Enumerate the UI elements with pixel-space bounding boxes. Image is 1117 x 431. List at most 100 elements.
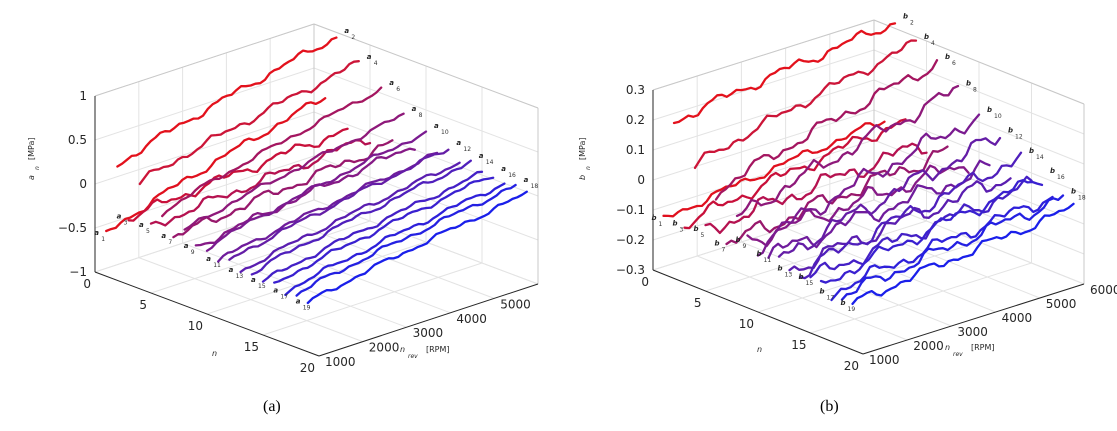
- series-index-label: 9: [191, 249, 195, 256]
- series-index-label: 18: [1078, 195, 1086, 202]
- y-tick-label: 1000: [325, 355, 356, 369]
- series-letter-label: a: [139, 221, 144, 229]
- axis-edge: [652, 19, 875, 91]
- series-letter-label: a: [367, 53, 372, 61]
- caption-a: (a): [263, 398, 281, 415]
- series-line-19: [851, 202, 1075, 306]
- grid-line-x-floor: [150, 220, 371, 294]
- series-letter-label: a: [412, 105, 417, 113]
- y-axis-label-unit: [RPM]: [971, 343, 995, 352]
- z-tick-label: 0: [637, 173, 645, 187]
- series-index-label: 4: [374, 60, 378, 67]
- series-index-label: 5: [701, 232, 705, 239]
- series-letter-label: a: [389, 79, 394, 87]
- series-line-8: [183, 112, 405, 231]
- x-tick-label: 5: [694, 296, 702, 310]
- grid-line-z-back: [652, 49, 875, 121]
- y-tick-label: 3000: [413, 326, 444, 340]
- series-letter-label: b: [903, 12, 908, 20]
- series-index-label: 2: [910, 19, 914, 26]
- series-line-2: [672, 22, 897, 125]
- series-letter-label: b: [799, 273, 804, 281]
- caption-b: (b): [820, 398, 839, 415]
- series-letter-label: a: [273, 286, 278, 294]
- y-axis-label-main: n: [400, 345, 405, 354]
- x-tick-label: 10: [739, 317, 754, 331]
- series-line-4: [138, 60, 360, 186]
- series-index-label: 3: [124, 220, 128, 227]
- series-index-label: 10: [441, 129, 449, 136]
- series-labels: a1a2a3a4a5a6a7a8a9a10a11a12a13a14a15a16a…: [94, 27, 538, 312]
- z-tick-label: −0.5: [58, 221, 87, 235]
- series-line-17: [284, 182, 506, 297]
- x-tick-label: 15: [791, 338, 806, 352]
- series-line-11: [767, 159, 991, 259]
- series-letter-label: b: [673, 220, 678, 228]
- series-line-18: [840, 194, 1065, 301]
- series-index-label: 17: [827, 294, 835, 301]
- y-axis-label-main: n: [945, 343, 950, 352]
- series-letter-label: b: [778, 265, 783, 273]
- x-axis-line: [652, 269, 864, 355]
- x-axis-label: n: [212, 349, 217, 358]
- grid-line-x-floor: [705, 220, 927, 292]
- x-axis-line: [94, 271, 320, 357]
- series-index-label: 12: [463, 146, 471, 153]
- y-axis-line: [862, 283, 1085, 355]
- z-tick-label: −0.3: [616, 263, 645, 277]
- series-index-label: 15: [258, 283, 266, 290]
- series-line-18: [295, 183, 517, 297]
- z-axis-label-sub: n: [585, 166, 592, 170]
- series-line-14: [798, 151, 1023, 280]
- series-letter-label: a: [344, 27, 349, 35]
- z-axis-label-sub: n: [34, 166, 41, 170]
- y-tick-label: 6000: [1090, 283, 1117, 297]
- z-axis-label-main: b: [578, 175, 587, 180]
- series-line-15: [261, 170, 484, 283]
- x-tick-label: 0: [641, 275, 649, 289]
- series-index-label: 11: [764, 257, 772, 264]
- z-tick-label: 0.3: [626, 83, 645, 97]
- z-tick-label: 0.1: [626, 143, 645, 157]
- axis-edge: [873, 19, 1085, 105]
- series-line-6: [714, 59, 939, 201]
- series-index-label: 13: [236, 273, 244, 280]
- z-axis-label: a n [MPa]: [27, 137, 41, 180]
- y-tick-label: 2000: [913, 339, 944, 353]
- series-index-label: 6: [952, 60, 956, 67]
- series-letter-label: a: [161, 232, 166, 240]
- grid-line-z-back: [94, 67, 315, 141]
- series-letter-label: a: [434, 122, 439, 130]
- y-tick-label: 2000: [369, 341, 400, 355]
- x-tick-label: 0: [83, 277, 91, 291]
- series-line-16: [819, 179, 1044, 284]
- series-letter-label: a: [524, 176, 529, 184]
- z-tick-label: −1: [69, 265, 87, 279]
- y-axis-label-sub: rev: [408, 353, 418, 360]
- grid-line-x-floor: [94, 199, 315, 273]
- x-tick-label: 20: [844, 359, 859, 373]
- series-line-3: [683, 118, 907, 230]
- series-letter-label: a: [229, 266, 234, 274]
- series-index-label: 11: [213, 262, 221, 269]
- series-index-label: 1: [101, 236, 105, 243]
- series-index-label: 14: [1036, 154, 1044, 161]
- series-letter-label: b: [987, 106, 992, 114]
- series-index-label: 19: [848, 306, 856, 313]
- x-tick-label: 5: [139, 298, 147, 312]
- series-letter-label: b: [945, 53, 950, 61]
- series-letter-label: b: [757, 250, 762, 258]
- series-index-label: 16: [1057, 174, 1065, 181]
- z-tick-label: 0.5: [68, 133, 87, 147]
- series-index-label: 7: [722, 246, 726, 253]
- grid-line-x-floor: [262, 262, 483, 336]
- series-letter-label: a: [94, 229, 99, 237]
- series-index-label: 9: [743, 243, 747, 250]
- series-line-5: [704, 142, 928, 235]
- grid-line-x-floor: [206, 241, 427, 315]
- chart-a: −1−0.500.5105101520100020003000400050006…: [27, 23, 539, 375]
- series-index-label: 10: [994, 113, 1002, 120]
- series-index-label: 5: [146, 228, 150, 235]
